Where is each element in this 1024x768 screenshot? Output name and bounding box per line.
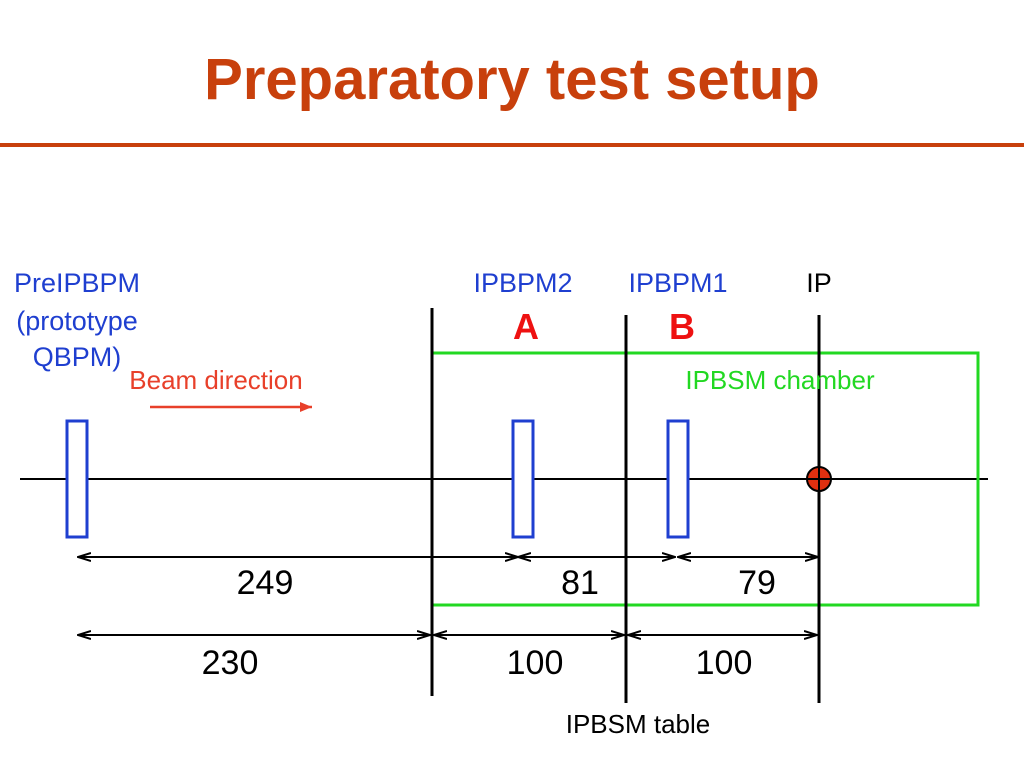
bpm-a-label: A [513,306,539,347]
slide-title: Preparatory test setup [204,47,820,112]
distance-81: 81 [561,564,599,602]
ip-label: IP [806,268,832,298]
distance-230: 230 [202,644,259,682]
title-divider [0,143,1024,147]
pre-ipbpm-label-line3: QBPM) [33,342,122,372]
distance-100-a: 100 [507,644,564,682]
pre-ipbpm-label-line2: (prototype [16,306,138,336]
ipbpm1-label: IPBPM1 [628,268,727,298]
ip-marker-icon [806,466,832,492]
distance-249: 249 [237,564,294,602]
pre-ipbpm-box [65,419,89,539]
bpm-b-label: B [669,306,695,347]
ipbpm2-label: IPBPM2 [473,268,572,298]
ipbsm-chamber-label: IPBSM chamber [685,365,875,395]
pre-ipbpm-label-line1: PreIPBPM [14,268,140,298]
beam-direction-label: Beam direction [129,365,302,395]
ipbpm2-box [511,419,535,539]
distance-79: 79 [738,564,776,602]
ipbpm1-box [666,419,690,539]
ipbsm-table-label: IPBSM table [566,709,711,739]
distance-100-b: 100 [696,644,753,682]
